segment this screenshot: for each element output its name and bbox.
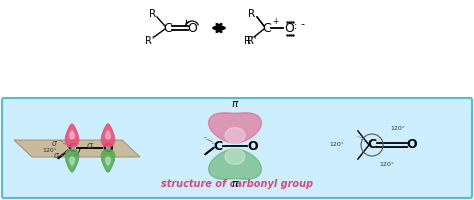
Text: 120°: 120° (43, 148, 57, 152)
FancyBboxPatch shape (2, 98, 472, 198)
Polygon shape (225, 128, 245, 143)
Text: R: R (149, 9, 156, 19)
Text: O: O (284, 21, 294, 34)
Text: O: O (407, 138, 417, 152)
Text: C: C (213, 140, 223, 152)
Text: C: C (67, 142, 77, 154)
Text: σ: σ (52, 138, 56, 148)
Text: π: π (232, 179, 238, 189)
Text: R': R' (146, 36, 155, 46)
Text: C: C (263, 21, 272, 34)
Text: π: π (232, 99, 238, 109)
Text: R': R' (244, 36, 254, 46)
Text: σ: σ (87, 140, 93, 150)
Text: O: O (103, 142, 113, 154)
Polygon shape (225, 149, 245, 164)
Text: 120°: 120° (390, 127, 405, 132)
Text: O: O (248, 140, 258, 152)
Text: +: + (272, 18, 278, 26)
Polygon shape (65, 124, 79, 147)
Text: -: - (300, 19, 304, 29)
Polygon shape (65, 149, 79, 172)
Polygon shape (14, 140, 140, 157)
Text: R: R (248, 9, 255, 19)
Text: σ: σ (54, 150, 58, 160)
Text: :: : (294, 21, 297, 31)
Text: structure of carbonyl group: structure of carbonyl group (161, 179, 313, 189)
Text: 120°: 120° (329, 142, 344, 146)
Polygon shape (209, 149, 261, 179)
Text: 120°: 120° (380, 162, 394, 167)
Polygon shape (209, 113, 261, 143)
Text: R': R' (247, 36, 257, 46)
Polygon shape (106, 131, 110, 139)
Polygon shape (70, 157, 74, 165)
Polygon shape (101, 124, 115, 147)
Polygon shape (70, 131, 74, 139)
Text: C: C (367, 138, 376, 152)
Text: C: C (164, 21, 173, 34)
Polygon shape (101, 149, 115, 172)
Text: O: O (187, 21, 197, 34)
Polygon shape (106, 157, 110, 165)
